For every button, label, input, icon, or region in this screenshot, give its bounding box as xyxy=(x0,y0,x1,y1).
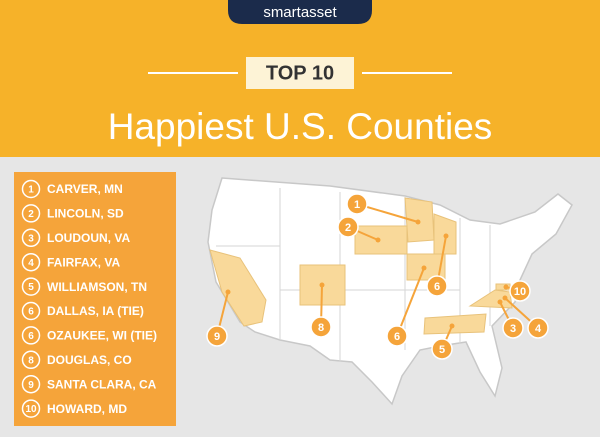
rank-circle xyxy=(21,252,41,272)
state-tn xyxy=(423,313,487,335)
marker-dot xyxy=(449,323,455,329)
marker xyxy=(386,325,408,347)
county: OZAUKEE, WI (TIE) xyxy=(47,329,157,343)
rank: 2 xyxy=(28,209,34,220)
marker-label: 6 xyxy=(394,331,400,343)
marker-dot xyxy=(225,289,231,295)
county: WILLIAMSON, TN xyxy=(47,280,147,294)
rank: 8 xyxy=(28,355,34,366)
title: Happiest U.S. Counties xyxy=(108,106,493,147)
badge: TOP 10 xyxy=(266,62,334,84)
marker xyxy=(509,280,531,302)
state-sd xyxy=(354,225,408,255)
rank: 3 xyxy=(28,233,34,244)
logo-tab xyxy=(228,0,372,24)
county: DALLAS, IA (TIE) xyxy=(47,304,144,318)
state-ca xyxy=(209,249,267,327)
list: 1 CARVER, MN 2 LINCOLN, SD 3 LOUDOUN, VA 4 FAIR… xyxy=(21,179,157,418)
marker-dot xyxy=(415,219,421,225)
county: FAIRFAX, VA xyxy=(47,255,120,269)
marker-dot xyxy=(497,299,503,305)
rank: 1 xyxy=(28,185,34,196)
rank-circle xyxy=(21,301,41,321)
marker xyxy=(527,317,549,339)
marker-label: 5 xyxy=(439,344,445,356)
marker xyxy=(206,325,228,347)
marker xyxy=(310,316,332,338)
list-box xyxy=(14,172,176,426)
rank: 6 xyxy=(28,331,34,342)
marker-dot xyxy=(375,237,381,243)
county: DOUGLAS, CO xyxy=(47,353,132,367)
marker-dot xyxy=(503,284,509,290)
marker xyxy=(502,317,524,339)
rank-circle xyxy=(21,326,41,345)
marker-dot xyxy=(502,295,508,301)
marker-label: 8 xyxy=(318,322,324,334)
marker-label: 6 xyxy=(434,281,440,293)
county: LINCOLN, SD xyxy=(47,207,124,221)
markers: 12 3 4 5 6 6 8 9 10 xyxy=(206,193,549,360)
rank-circle xyxy=(21,179,41,199)
rank-circle xyxy=(21,204,41,223)
marker-label: 4 xyxy=(535,323,542,335)
marker xyxy=(337,216,359,238)
marker xyxy=(346,193,368,215)
rank: 5 xyxy=(28,282,34,293)
logo: smartasset xyxy=(263,4,337,21)
county: LOUDOUN, VA xyxy=(47,231,130,245)
marker-dot xyxy=(319,282,325,288)
marker-label: 1 xyxy=(354,199,360,211)
rank-circle xyxy=(21,350,41,370)
county: CARVER, MN xyxy=(47,182,123,196)
marker-label: 2 xyxy=(345,222,351,234)
marker xyxy=(431,338,453,360)
state-md xyxy=(495,283,511,291)
marker-label: 9 xyxy=(214,331,220,343)
marker-label: 10 xyxy=(514,286,526,298)
rank-circle xyxy=(21,374,41,394)
rank-circle xyxy=(21,399,41,418)
marker-dot xyxy=(443,233,449,239)
rank: 4 xyxy=(28,258,34,269)
rank: 10 xyxy=(25,404,37,415)
marker-label: 3 xyxy=(510,323,516,335)
county: HOWARD, MD xyxy=(47,402,127,416)
rank: 9 xyxy=(28,380,34,391)
us-outline xyxy=(207,177,573,406)
marker xyxy=(426,275,448,297)
badge-box xyxy=(246,57,354,89)
marker-dot xyxy=(421,265,427,271)
county: SANTA CLARA, CA xyxy=(47,377,157,391)
rank-circle xyxy=(21,228,41,248)
rank-circle xyxy=(21,277,41,296)
leader xyxy=(396,267,425,337)
rank: 6 xyxy=(28,307,34,318)
